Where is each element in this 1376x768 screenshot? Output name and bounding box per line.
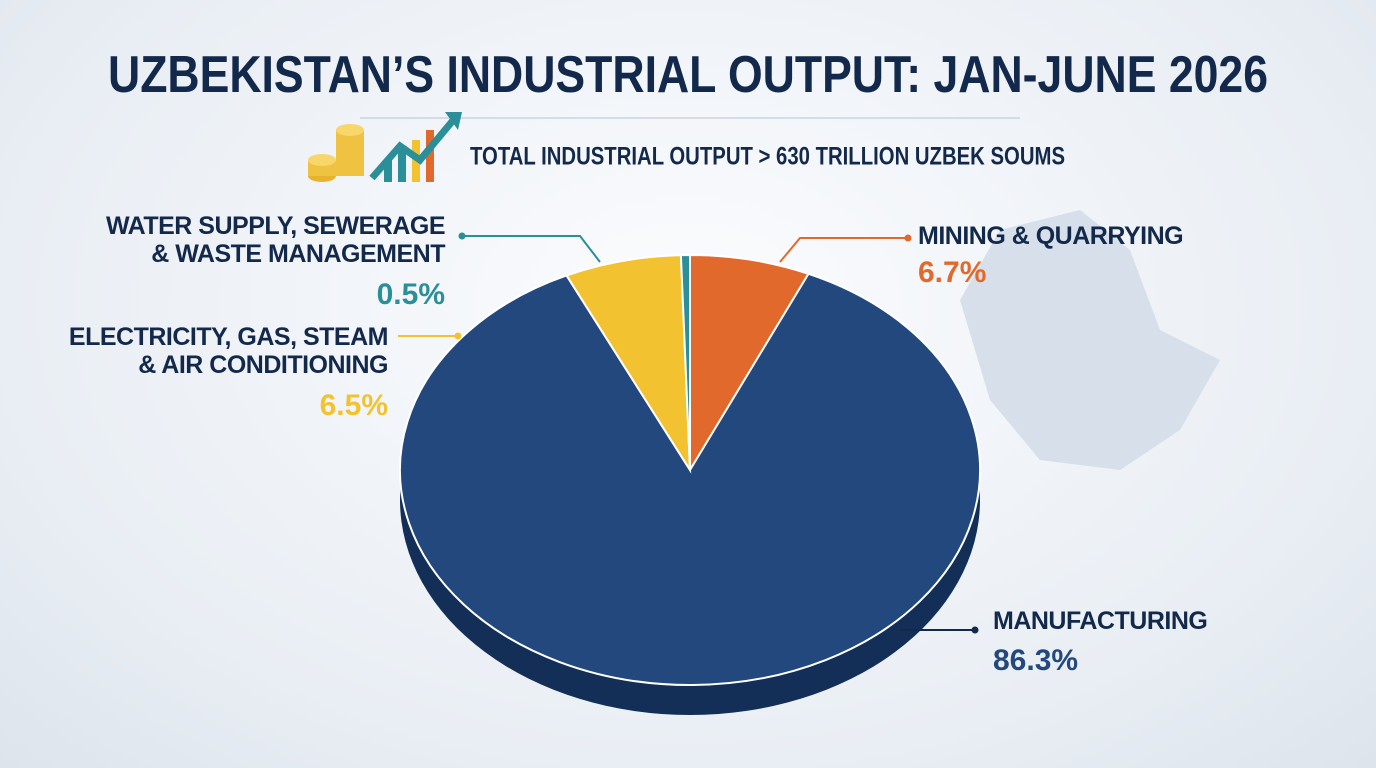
slice-label: WATER SUPPLY, SEWERAGE & WASTE MANAGEMEN…: [105, 212, 446, 268]
pie-slice: [565, 254, 692, 474]
coins-icon: [308, 112, 462, 182]
slice-label: MANUFACTURING: [993, 607, 1208, 635]
pie-slice: [689, 253, 811, 474]
slice-label: ELECTRICITY, GAS, STEAM & AIR CONDITIONI…: [68, 323, 389, 379]
chart-title: UZBEKISTAN’S INDUSTRIAL OUTPUT: JAN-JUNE…: [108, 46, 1268, 104]
value-label: 86.3%: [993, 644, 1079, 677]
value-label: 6.7%: [918, 256, 987, 289]
pie-slice: [679, 253, 691, 471]
chart-subtitle: TOTAL INDUSTRIAL OUTPUT > 630 TRILLION U…: [470, 143, 1065, 171]
pie-slice: [399, 272, 981, 686]
slice-label: MINING & QUARRYING: [918, 222, 1184, 250]
value-label: 0.5%: [376, 278, 445, 311]
leaders: [398, 232, 979, 634]
map-silhouette: [960, 210, 1220, 470]
value-label: 6.5%: [319, 389, 388, 422]
